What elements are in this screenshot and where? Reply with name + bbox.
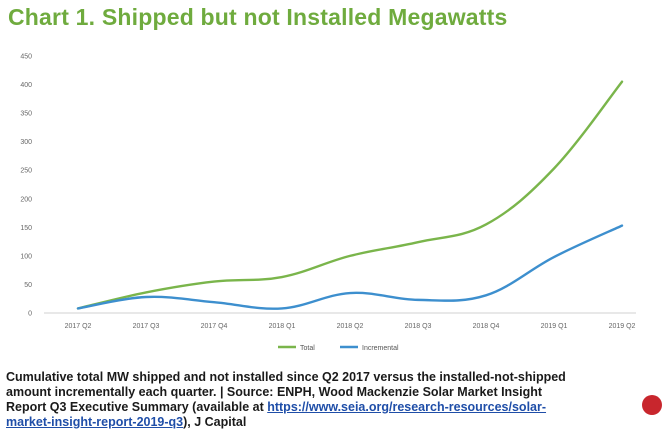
caption-line-4: market-insight-report-2019-q3), J Capita… [6,415,666,430]
caption-line-3: Report Q3 Executive Summary (available a… [6,400,666,415]
legend: Total Incremental [278,345,399,352]
caption-line-1: Cumulative total MW shipped and not inst… [6,370,566,384]
y-tick-label: 350 [20,111,32,118]
y-tick-label: 100 [20,253,32,260]
chart-title: Chart 1. Shipped but not Installed Megaw… [8,4,508,30]
y-tick-label: 400 [20,82,32,89]
x-tick-label: 2017 Q3 [133,323,160,330]
series-line-total [76,80,624,310]
x-tick-label: 2019 Q2 [609,323,636,330]
caption-line-3-text: Report Q3 Executive Summary (available a… [6,400,268,414]
source-link-part-2[interactable]: market-insight-report-2019-q3 [6,415,184,429]
y-axis-labels: 0 50 100 150 200 250 300 350 400 450 [20,54,32,318]
series-lines [76,80,624,310]
x-axis-labels: 2017 Q2 2017 Q3 2017 Q4 2018 Q1 2018 Q2 2018 … [65,323,636,330]
y-tick-label: 150 [20,225,32,232]
series-line-incremental [76,224,624,310]
x-tick-label: 2019 Q1 [541,323,568,330]
y-tick-label: 300 [20,139,32,146]
caption-line-4-text: ), J Capital [183,415,247,429]
source-link-part-1[interactable]: https://www.seia.org/research-resources/… [267,400,547,414]
y-tick-label: 0 [28,311,32,318]
legend-label-incremental: Incremental [362,345,399,352]
seal-icon [642,395,662,415]
legend-label-total: Total [300,345,315,352]
x-tick-label: 2018 Q3 [405,323,432,330]
y-tick-label: 50 [24,282,32,289]
x-tick-label: 2017 Q4 [201,323,228,330]
x-tick-label: 2018 Q1 [269,323,296,330]
chart-caption: Cumulative total MW shipped and not inst… [6,370,666,430]
x-tick-label: 2018 Q4 [473,323,500,330]
x-tick-label: 2017 Q2 [65,323,92,330]
y-tick-label: 200 [20,196,32,203]
y-tick-label: 250 [20,168,32,175]
x-tick-label: 2018 Q2 [337,323,364,330]
y-tick-label: 450 [20,54,32,61]
caption-line-2: amount incrementally each quarter. | Sou… [6,385,543,399]
